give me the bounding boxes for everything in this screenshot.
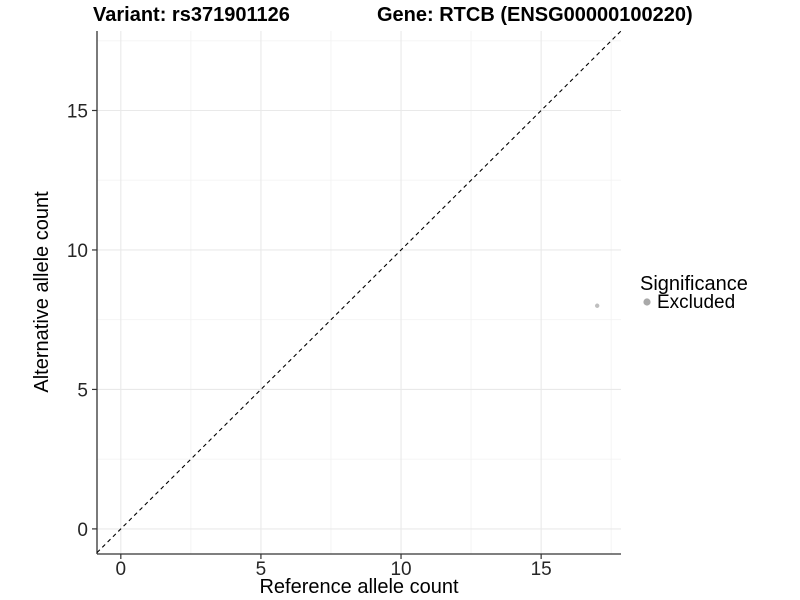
plot-title-variant: Variant: rs371901126 bbox=[93, 4, 290, 26]
gridlines-minor bbox=[97, 31, 621, 554]
axis-lines bbox=[96, 31, 621, 555]
y-axis-title: Alternative allele count bbox=[31, 191, 53, 393]
x-axis-title: Reference allele count bbox=[259, 576, 458, 598]
legend-title: Significance bbox=[640, 273, 748, 295]
legend-item-label-excluded: Excluded bbox=[657, 292, 735, 313]
y-tick-label: 0 bbox=[77, 520, 88, 541]
y-tick-label: 10 bbox=[67, 241, 88, 262]
x-tick-label: 0 bbox=[116, 559, 127, 580]
axis-tick-labels: 0 5 10 15 0 5 10 15 bbox=[67, 101, 552, 580]
gridlines-major bbox=[97, 31, 621, 554]
scatter-point bbox=[594, 303, 600, 308]
x-tick-label: 5 bbox=[256, 559, 267, 580]
x-tick-label: 15 bbox=[531, 559, 552, 580]
y-tick-label: 5 bbox=[77, 380, 88, 401]
plot-title-gene: Gene: RTCB (ENSG00000100220) bbox=[377, 4, 693, 26]
x-tick-label: 10 bbox=[390, 559, 411, 580]
identity-line bbox=[96, 30, 622, 553]
data-points bbox=[594, 303, 600, 308]
axis-ticks bbox=[92, 109, 542, 559]
identity-dashed-line bbox=[96, 30, 622, 553]
legend: Significance Excluded bbox=[640, 273, 748, 313]
y-tick-label: 15 bbox=[67, 101, 88, 122]
legend-marker-excluded-icon bbox=[643, 298, 651, 306]
